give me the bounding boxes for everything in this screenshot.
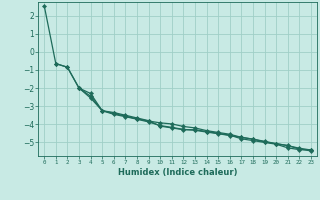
X-axis label: Humidex (Indice chaleur): Humidex (Indice chaleur) [118, 168, 237, 177]
